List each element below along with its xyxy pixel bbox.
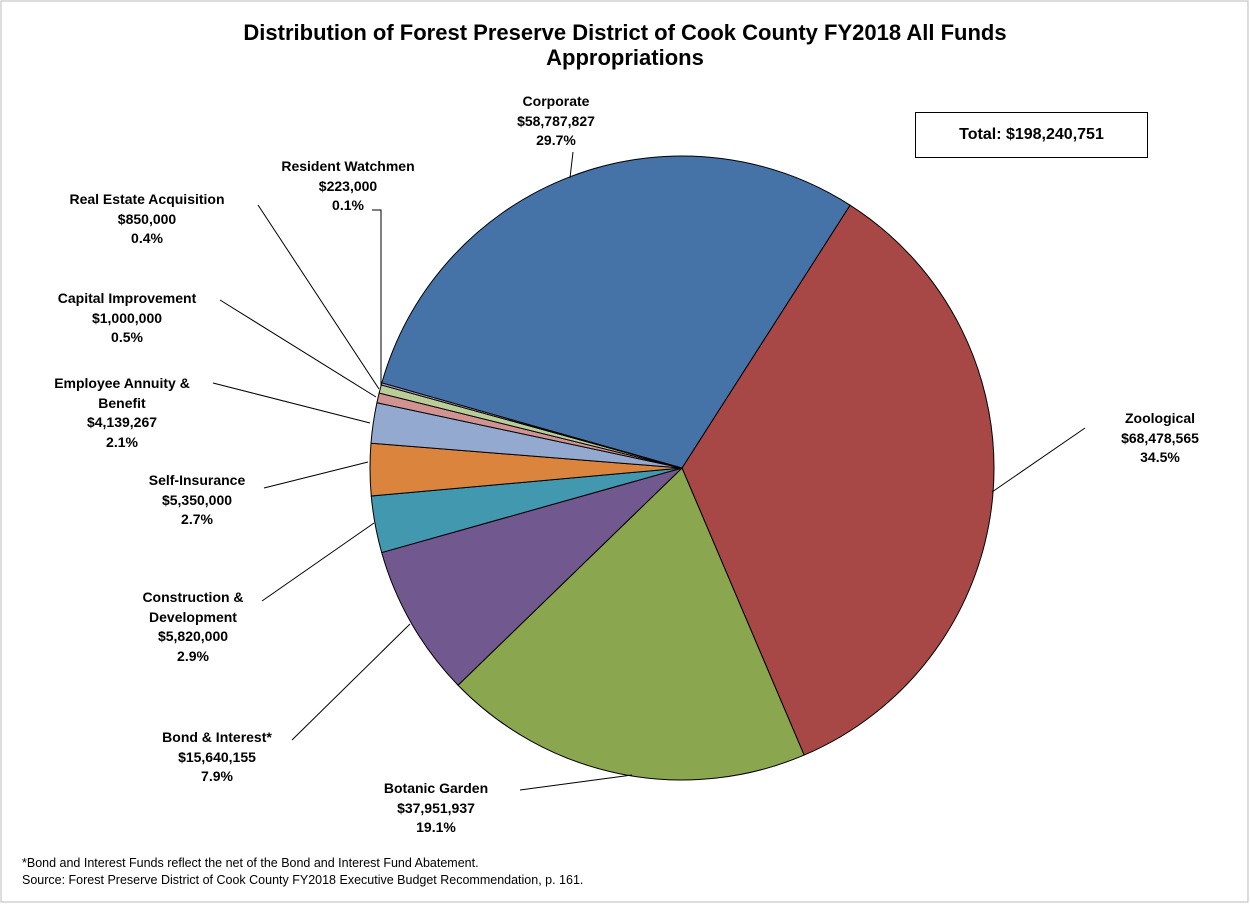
slice-label: Real Estate Acquisition $850,000 0.4% xyxy=(37,190,257,249)
slice-percent: 2.7% xyxy=(181,511,213,527)
slice-percent: 34.5% xyxy=(1140,449,1180,465)
slice-value: $850,000 xyxy=(117,210,177,227)
footnote: *Bond and Interest Funds reflect the net… xyxy=(22,856,479,870)
leader-line xyxy=(291,623,411,741)
leader-line xyxy=(991,427,1086,493)
slice-name: Capital Improvement xyxy=(57,290,197,306)
slice-label: Construction & Development $5,820,000 2.9% xyxy=(118,588,268,666)
slice-label: Employee Annuity & Benefit $4,139,267 2.1% xyxy=(42,374,202,452)
slice-name: Corporate xyxy=(522,93,590,109)
slice-percent: 0.5% xyxy=(111,329,143,345)
slice-value: $37,951,937 xyxy=(397,799,475,816)
slice-label: Zoological $68,478,565 34.5% xyxy=(1080,409,1240,468)
slice-value: $4,139,267 xyxy=(86,414,158,430)
pie-slice xyxy=(457,467,805,781)
leader-line xyxy=(261,522,375,602)
slice-percent: 2.1% xyxy=(106,433,138,450)
slice-value: $1,000,000 xyxy=(91,309,163,326)
leader-line xyxy=(263,461,369,489)
slice-value: $15,640,155 xyxy=(178,748,256,765)
chart-title: Distribution of Forest Preserve District… xyxy=(243,20,1007,70)
total-box: Total: $198,240,751 xyxy=(915,112,1148,158)
slice-label: Capital Improvement $1,000,000 0.5% xyxy=(27,289,227,348)
slice-label: Bond & Interest* $15,640,155 7.9% xyxy=(132,728,302,787)
slice-value: $223,000 xyxy=(318,177,378,194)
slice-name: Construction & Development xyxy=(142,589,244,625)
slice-value: $68,478,565 xyxy=(1121,429,1199,446)
leader-line xyxy=(219,299,377,398)
slice-label: Corporate $58,787,827 29.7% xyxy=(466,92,646,151)
pie-slice xyxy=(381,467,683,686)
pie-slice xyxy=(381,155,851,469)
leader-line xyxy=(257,204,380,390)
slice-value: $5,350,000 xyxy=(161,491,233,508)
slice-percent: 0.4% xyxy=(131,230,163,246)
slice-value: $5,820,000 xyxy=(157,628,229,644)
slice-label: Resident Watchmen $223,000 0.1% xyxy=(253,157,443,216)
slice-percent: 19.1% xyxy=(416,819,456,835)
leader-line xyxy=(519,774,633,791)
slice-value: $58,787,827 xyxy=(517,112,595,129)
slice-label: Botanic Garden $37,951,937 19.1% xyxy=(356,779,516,838)
slice-name: Employee Annuity & Benefit xyxy=(54,375,190,411)
slice-name: Bond & Interest* xyxy=(162,729,272,745)
slice-name: Resident Watchmen xyxy=(281,158,415,174)
leader-line xyxy=(372,209,382,385)
slice-name: Botanic Garden xyxy=(383,780,489,796)
slice-name: Zoological xyxy=(1125,410,1195,426)
slice-name: Self-Insurance xyxy=(148,472,246,488)
leader-line xyxy=(212,382,371,424)
leader-line xyxy=(569,151,574,179)
slice-percent: 0.1% xyxy=(332,197,364,213)
footnote: Source: Forest Preserve District of Cook… xyxy=(22,873,584,887)
slice-percent: 7.9% xyxy=(201,768,233,784)
slice-percent: 29.7% xyxy=(536,132,576,148)
slice-percent: 2.9% xyxy=(177,647,209,664)
slice-label: Self-Insurance $5,350,000 2.7% xyxy=(117,471,277,530)
slice-name: Real Estate Acquisition xyxy=(69,191,225,207)
pie-slice xyxy=(681,204,995,756)
